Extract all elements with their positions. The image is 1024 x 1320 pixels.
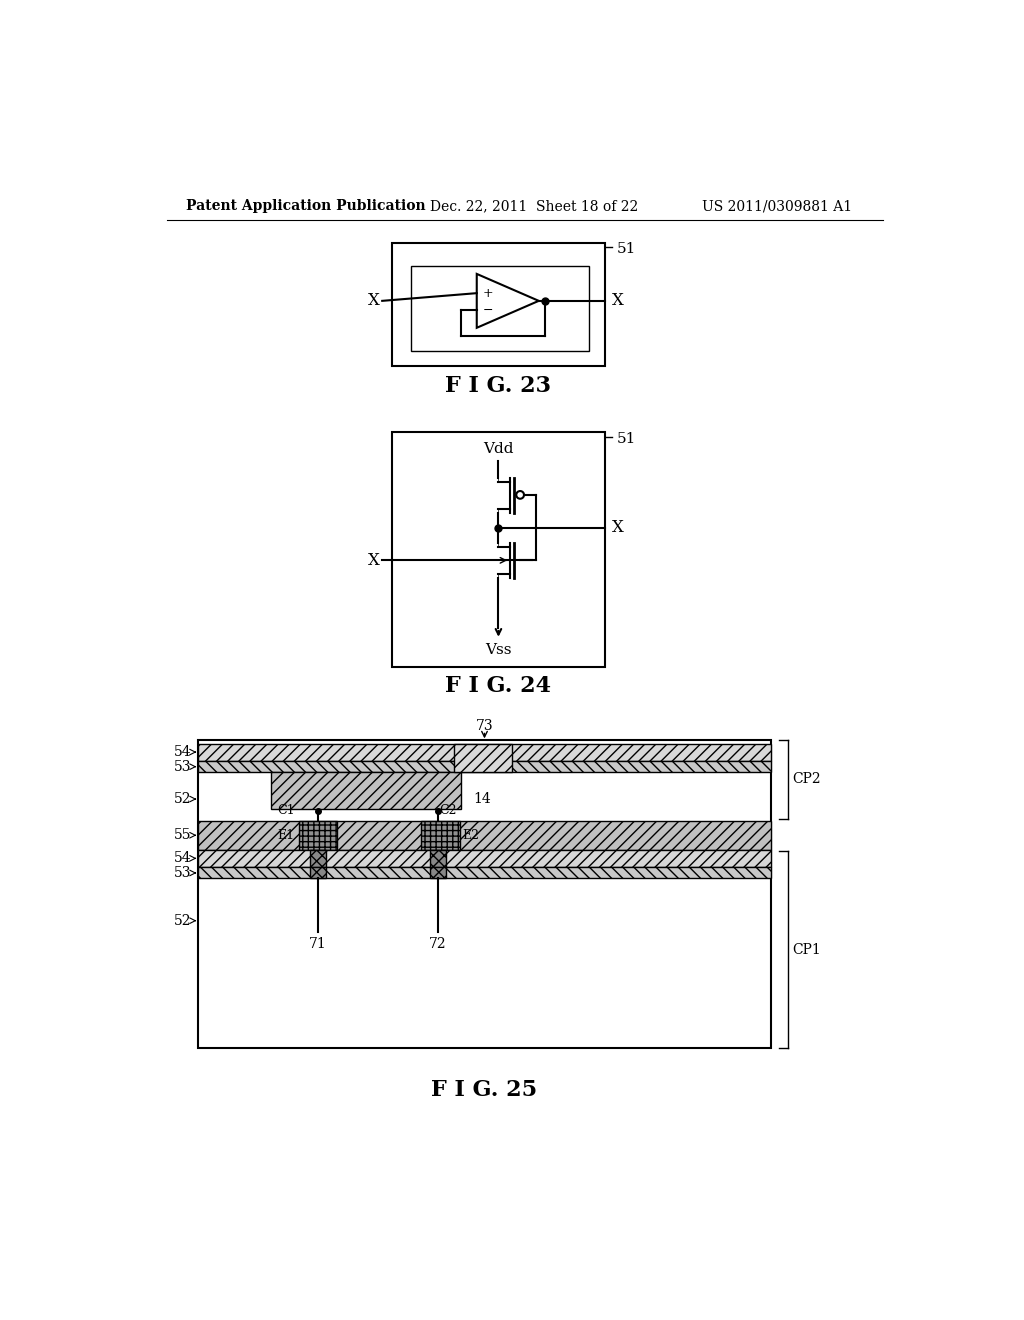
Bar bbox=[299, 821, 337, 850]
Text: Vdd: Vdd bbox=[483, 442, 514, 457]
Bar bbox=[310, 850, 326, 867]
Text: 51: 51 bbox=[616, 433, 636, 446]
Bar bbox=[198, 760, 771, 772]
Text: F I G. 23: F I G. 23 bbox=[445, 375, 551, 396]
Bar bbox=[454, 743, 512, 772]
Text: X: X bbox=[369, 292, 380, 309]
Text: 73: 73 bbox=[476, 719, 494, 733]
Text: CP2: CP2 bbox=[793, 772, 821, 787]
Text: 54: 54 bbox=[174, 851, 191, 866]
Bar bbox=[391, 243, 604, 367]
Bar bbox=[430, 867, 445, 878]
Bar bbox=[430, 850, 445, 867]
Text: E1: E1 bbox=[278, 829, 295, 842]
Bar bbox=[271, 772, 461, 809]
Bar bbox=[198, 850, 771, 867]
Text: CP1: CP1 bbox=[793, 942, 821, 957]
Text: Patent Application Publication: Patent Application Publication bbox=[186, 199, 426, 213]
Text: 52: 52 bbox=[174, 792, 191, 807]
Bar bbox=[198, 743, 771, 760]
Text: C2: C2 bbox=[439, 804, 457, 817]
Bar bbox=[310, 867, 326, 878]
Text: 55: 55 bbox=[174, 828, 191, 842]
Bar bbox=[411, 267, 589, 351]
Bar bbox=[198, 821, 771, 850]
Text: 53: 53 bbox=[174, 866, 191, 880]
Text: Dec. 22, 2011  Sheet 18 of 22: Dec. 22, 2011 Sheet 18 of 22 bbox=[430, 199, 639, 213]
Text: US 2011/0309881 A1: US 2011/0309881 A1 bbox=[701, 199, 852, 213]
Text: +: + bbox=[483, 286, 494, 300]
Text: F I G. 25: F I G. 25 bbox=[431, 1080, 538, 1101]
Bar bbox=[198, 867, 771, 878]
Text: 53: 53 bbox=[174, 760, 191, 774]
Text: 72: 72 bbox=[429, 937, 446, 950]
Text: 71: 71 bbox=[309, 937, 327, 950]
Text: C1: C1 bbox=[278, 804, 295, 817]
Text: 14: 14 bbox=[473, 792, 490, 807]
Bar bbox=[421, 821, 460, 850]
Text: E2: E2 bbox=[462, 829, 479, 842]
Text: X: X bbox=[612, 292, 625, 309]
Bar bbox=[198, 739, 771, 1048]
Text: 51: 51 bbox=[616, 243, 636, 256]
Bar bbox=[391, 432, 604, 667]
Text: X: X bbox=[369, 552, 380, 569]
Text: −: − bbox=[483, 304, 494, 317]
Text: X: X bbox=[612, 520, 625, 536]
Text: 54: 54 bbox=[174, 744, 191, 759]
Text: 52: 52 bbox=[174, 913, 191, 928]
Text: Vss: Vss bbox=[485, 643, 512, 656]
Text: F I G. 24: F I G. 24 bbox=[445, 675, 551, 697]
